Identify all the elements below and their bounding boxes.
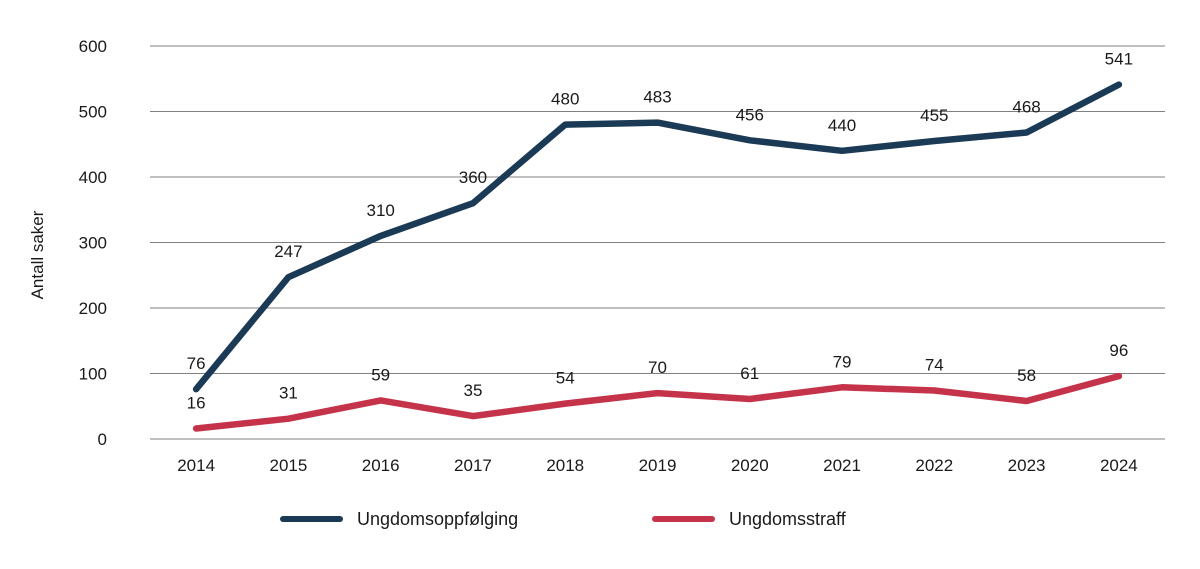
legend-label-ungdomsoppfolging: Ungdomsoppfølging — [357, 508, 519, 529]
y-axis-tick-label: 400 — [79, 168, 107, 187]
y-axis-tick-label: 500 — [79, 103, 107, 122]
x-axis-tick-label: 2024 — [1100, 456, 1138, 475]
x-axis-tick-label: 2023 — [1008, 456, 1046, 475]
data-label: 31 — [279, 384, 298, 403]
data-label: 79 — [833, 352, 852, 371]
series-line-0 — [192, 81, 1123, 393]
data-label: 74 — [925, 356, 944, 375]
y-axis-tick-labels: 0 100 200 300 400 500 600 — [79, 37, 107, 449]
y-axis-tick-label: 200 — [79, 299, 107, 318]
data-label: 310 — [366, 201, 394, 220]
data-label: 96 — [1109, 341, 1128, 360]
legend-line-swatch-ungdomsstraff — [652, 516, 715, 522]
legend-label-ungdomsstraff: Ungdomsstraff — [729, 508, 846, 529]
y-axis-tick-label: 300 — [79, 234, 107, 253]
data-label: 61 — [740, 364, 759, 383]
data-labels-series-0: 76 247 310 360 480 483 456 440 455 468 541 — [187, 50, 1133, 374]
data-label: 360 — [459, 168, 487, 187]
x-axis-tick-label: 2019 — [639, 456, 677, 475]
x-axis-tick-label: 2014 — [177, 456, 215, 475]
gridlines — [150, 45, 1165, 440]
data-label: 480 — [551, 90, 579, 109]
data-label: 541 — [1105, 50, 1133, 69]
data-labels-series-1: 16 31 59 35 54 70 61 79 74 58 96 — [187, 341, 1129, 412]
y-axis-title: Antall saker — [28, 210, 47, 299]
x-axis-tick-label: 2015 — [269, 456, 307, 475]
x-axis-tick-label: 2017 — [454, 456, 492, 475]
data-label: 59 — [371, 365, 390, 384]
x-axis-tick-label: 2018 — [546, 456, 584, 475]
x-axis-tick-labels: 2014 2015 2016 2017 2018 2019 2020 2021 2022 2023… — [177, 456, 1138, 475]
data-label: 456 — [736, 105, 764, 124]
data-label: 483 — [643, 88, 671, 107]
legend-line-swatch-ungdomsoppfolging — [280, 516, 343, 522]
y-axis-tick-label: 0 — [98, 430, 107, 449]
data-label: 247 — [274, 242, 302, 261]
legend-item-ungdomsstraff: Ungdomsstraff — [652, 508, 846, 530]
data-label: 35 — [463, 381, 482, 400]
data-label: 455 — [920, 106, 948, 125]
x-axis-tick-label: 2021 — [823, 456, 861, 475]
y-axis-tick-label: 100 — [79, 365, 107, 384]
data-label: 76 — [187, 354, 206, 373]
data-label: 16 — [187, 394, 206, 413]
data-label: 468 — [1012, 97, 1040, 116]
data-label: 440 — [828, 116, 856, 135]
y-axis-tick-label: 600 — [79, 37, 107, 56]
series-line-1 — [192, 372, 1123, 432]
legend-item-ungdomsoppfolging: Ungdomsoppfølging — [280, 508, 518, 530]
data-label: 58 — [1017, 366, 1036, 385]
x-axis-tick-label: 2020 — [731, 456, 769, 475]
x-axis-tick-label: 2022 — [915, 456, 953, 475]
x-axis-tick-label: 2016 — [362, 456, 400, 475]
data-label: 54 — [556, 369, 575, 388]
data-label: 70 — [648, 358, 667, 377]
